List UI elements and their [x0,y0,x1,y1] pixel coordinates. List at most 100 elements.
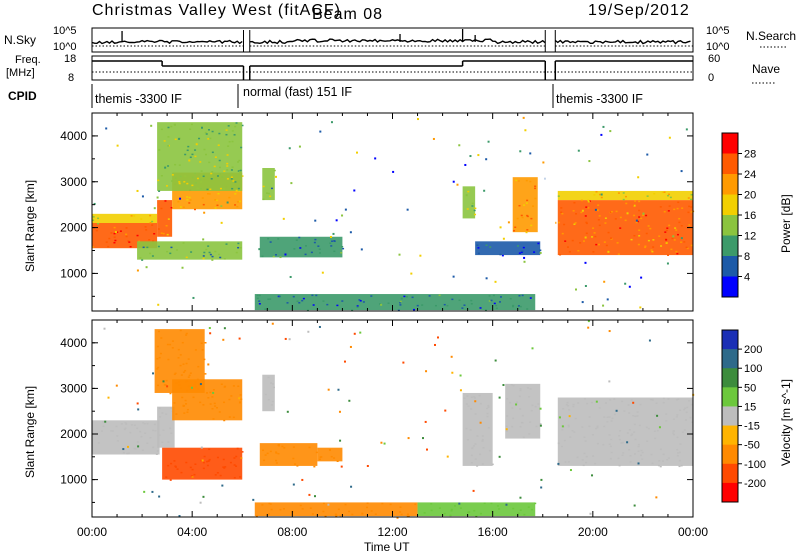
data-gap [243,113,250,311]
heat-scatter-point [642,212,645,215]
heat-scatter-point [515,403,518,406]
heat-speckle [479,307,482,309]
power-colorbar-swatch-4 [722,215,738,236]
heat-speckle [304,245,307,247]
heat-speckle [194,463,197,465]
noise-panel-frame [91,27,694,53]
heat-speckle [534,197,537,200]
heat-speckle [174,465,177,467]
heat-speckle [652,239,655,241]
heat-speckle [583,398,586,400]
velocity-colorbar-tick-label: 200 [744,344,762,356]
heat-speckle [637,220,640,223]
heat-scatter-point [220,221,223,224]
heat-speckle [565,403,568,406]
heat-speckle [619,216,622,219]
heat-speckle [628,429,631,431]
heat-scatter-point [574,288,577,291]
heat-speckle [199,161,202,163]
velocity-colorbar-tick-label: 15 [744,401,756,413]
heat-scatter-point [685,128,688,131]
heat-speckle [610,438,613,441]
heat-speckle [530,409,533,412]
heat-speckle [149,252,152,255]
heat-scatter-point [656,414,659,417]
heat-speckle [232,180,235,182]
heat-speckle [525,179,528,182]
heat-speckle [240,146,243,149]
heat-speckle [309,507,312,509]
heat-speckle [126,452,129,455]
heat-speckle [526,199,529,202]
heat-speckle [662,453,665,456]
heat-speckle [186,389,189,392]
heat-speckle [203,251,206,254]
heat-speckle [129,431,132,434]
heat-speckle [142,246,145,249]
heat-speckle [640,454,643,457]
heat-speckle [356,306,359,308]
heat-scatter-point [554,221,557,224]
heat-speckle [370,510,373,512]
heat-scatter-point [218,173,221,176]
heat-speckle [665,239,668,241]
heat-scatter-point [419,254,422,257]
heat-speckle [603,425,606,428]
heat-speckle [646,195,649,197]
heat-speckle [588,416,591,418]
heat-speckle [491,463,494,466]
heat-scatter-point [339,439,342,442]
heat-scatter-point [494,359,497,362]
noise-right-tick-top: 10^5 [706,25,730,37]
heat-speckle [465,427,468,430]
heat-speckle [193,208,196,211]
heat-speckle [207,397,210,399]
heat-speckle [676,448,679,451]
heat-speckle [690,244,693,247]
heat-speckle [124,422,127,424]
heat-speckle [180,374,183,376]
heat-speckle [647,225,650,227]
heat-speckle [275,451,278,453]
heat-speckle [483,502,486,505]
heat-speckle [218,411,221,413]
heat-speckle [505,430,508,432]
heat-speckle [184,399,187,402]
heat-speckle [530,217,533,220]
heat-speckle [166,343,169,346]
heat-speckle [202,461,205,464]
power-colorbar-tick-label: 24 [744,169,756,181]
heat-speckle [146,246,149,249]
heat-scatter-point [383,442,386,445]
heat-speckle [308,446,311,449]
heat-speckle [621,400,624,403]
heat-speckle [564,240,567,242]
heat-speckle [256,294,259,297]
heat-scatter-point [338,410,341,413]
heat-scatter-point [672,235,675,238]
heat-scatter-point [472,489,475,492]
heat-speckle [559,253,562,256]
heat-speckle [608,434,611,436]
heat-speckle [102,421,105,423]
heat-speckle [491,510,494,513]
velocity-colorbar-swatch-7 [722,463,738,484]
heat-scatter-point [640,276,643,279]
heat-speckle [588,200,591,202]
heat-scatter-point [615,409,618,412]
heat-scatter-point [314,219,317,222]
heat-speckle [231,130,234,132]
heat-speckle [165,413,168,415]
heat-speckle [206,460,209,463]
heat-speckle [119,230,122,232]
heat-region-1 [157,406,175,448]
heat-speckle [665,420,668,422]
heat-speckle [665,242,668,244]
heat-speckle [519,305,522,308]
nave-label: Nave [752,62,780,76]
heat-speckle [186,196,189,198]
heat-speckle [169,252,172,255]
heat-speckle [582,240,585,242]
heat-scatter-point [523,260,526,263]
heat-speckle [216,472,219,474]
